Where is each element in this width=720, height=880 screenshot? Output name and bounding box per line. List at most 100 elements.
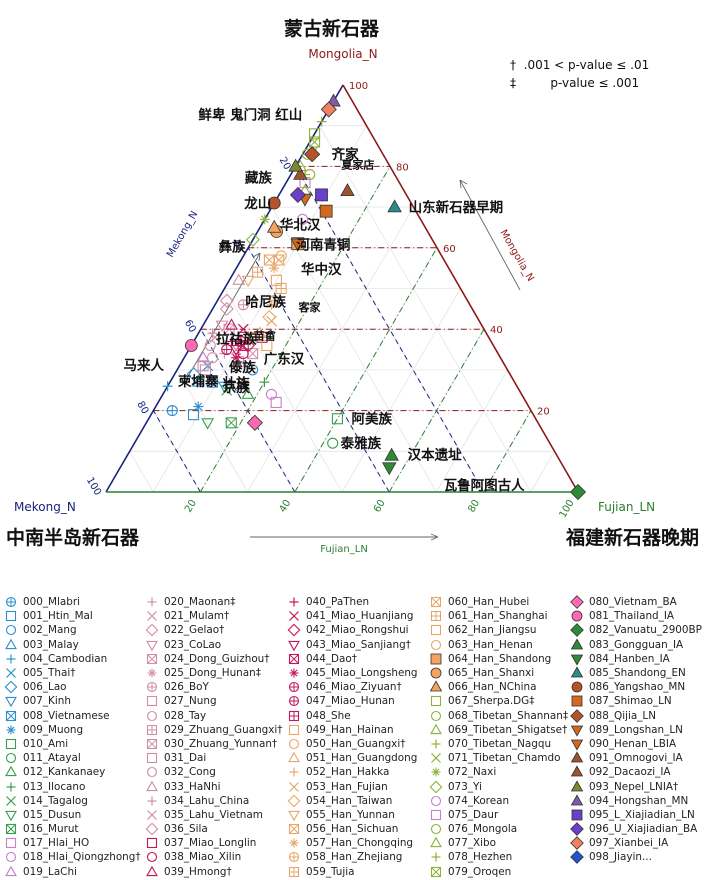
legend-marker-shape	[289, 597, 299, 607]
legend-marker-shape	[5, 597, 17, 608]
data-point	[209, 331, 221, 343]
legend-marker	[570, 836, 584, 851]
data-point	[237, 348, 249, 360]
legend-marker-shape	[430, 795, 442, 806]
vertex-label-left: Mekong_N	[14, 500, 76, 514]
legend-item: 095_L_Xiajiadian_LN	[570, 808, 715, 822]
vertex-label-top: Mongolia_N	[308, 47, 377, 61]
data-point	[569, 483, 587, 501]
legend-marker	[570, 779, 584, 791]
legend-label: 019_LaChi	[23, 865, 77, 878]
legend-label: 042_Miao_Rongshui	[306, 624, 409, 637]
legend-marker-shape	[146, 838, 158, 849]
tick-label-bottom: 80	[466, 498, 482, 515]
legend-marker-shape	[146, 865, 158, 876]
legend-marker	[5, 597, 17, 608]
legend-label: 027_Nung	[164, 695, 217, 708]
legend-item: 035_Lahu_Vietnam	[145, 808, 290, 822]
legend-item: 002_Mang	[4, 623, 149, 637]
legend-marker-shape	[288, 710, 300, 721]
data-point	[270, 396, 282, 409]
legend-marker	[146, 640, 158, 651]
legend-marker	[570, 794, 584, 806]
legend-item: 066_Han_NChina	[429, 680, 574, 694]
legend-item: 078_Hezhen	[429, 850, 574, 864]
legend-label: 074_Korean	[448, 794, 510, 807]
legend-item: 061_Han_Shanghai	[429, 609, 574, 623]
legend-label: 004_Cambodian	[23, 652, 108, 665]
annotation-label: 山东新石器早期	[409, 199, 504, 216]
legend-label: 061_Han_Shanghai	[448, 610, 548, 623]
tick-label-left: 100	[84, 475, 103, 497]
annotation-label: 龙山	[243, 195, 271, 212]
legend-marker-shape	[570, 725, 584, 737]
legend-label: 086_Yangshao_MN	[589, 681, 686, 694]
legend-item: 005_Thai†	[4, 666, 149, 680]
legend-marker	[6, 782, 16, 792]
legend-label: 007_Kinh	[23, 695, 71, 708]
legend-marker-shape	[289, 611, 299, 622]
data-point	[237, 323, 249, 335]
data-point	[262, 309, 277, 325]
legend-marker	[570, 654, 584, 666]
data-point	[247, 364, 259, 376]
annotation-label: 哈尼族	[245, 294, 286, 311]
legend-item: 081_Thailand_IA	[570, 609, 715, 623]
legend-marker	[289, 611, 299, 622]
legend-label: 024_Dong_Guizhou†	[164, 652, 270, 665]
annotation-label: 阿美族	[351, 411, 392, 428]
legend-label: 006_Lao	[23, 681, 67, 694]
legend-marker	[570, 850, 584, 865]
legend-marker	[571, 681, 583, 693]
legend-item: 020_Maonan‡	[145, 595, 290, 609]
data-point	[340, 183, 355, 197]
legend-marker-shape	[5, 738, 17, 750]
legend-label: 075_Daur	[448, 808, 499, 821]
legend-marker-shape	[146, 780, 158, 791]
legend-label: 067_Sherpa.DG‡	[448, 695, 535, 708]
data-point	[187, 409, 200, 421]
legend-marker-shape	[288, 682, 300, 693]
legend-marker	[5, 638, 17, 649]
legend-item: 059_Tujia	[287, 865, 432, 879]
data-point	[225, 417, 237, 429]
legend-marker	[570, 739, 584, 751]
triangle-frame	[105, 84, 579, 493]
annotation-label: 壮族	[223, 375, 250, 392]
grid-line	[247, 206, 414, 493]
legend-item: 022_Gelao†	[145, 623, 290, 637]
legend-marker	[431, 767, 441, 777]
legend-item: 089_Longshan_LN	[570, 723, 715, 737]
legend-marker-shape	[5, 710, 17, 721]
legend-item: 073_Yi	[429, 779, 574, 793]
legend-marker	[570, 666, 584, 678]
legend-marker	[288, 710, 300, 721]
legend-label: 081_Thailand_IA	[589, 610, 675, 623]
data-point	[320, 101, 337, 118]
data-point	[316, 116, 327, 127]
legend-marker	[431, 852, 441, 862]
legend-marker	[146, 738, 158, 750]
tick-label-bottom: 100	[558, 498, 577, 520]
fujian-ref-line	[199, 166, 391, 493]
legend-label: 089_Longshan_LN	[589, 723, 683, 736]
legend-marker-shape	[288, 653, 300, 664]
legend-item: 036_Sila	[145, 822, 290, 836]
legend-marker-shape	[429, 680, 443, 692]
legend-marker	[146, 780, 158, 791]
legend-label: 047_Miao_Hunan	[306, 695, 395, 708]
data-point	[259, 214, 270, 225]
legend-marker	[146, 865, 158, 876]
legend-label: 002_Mang	[23, 624, 77, 637]
legend-label: 064_Han_Shandong	[448, 652, 552, 665]
legend-item: 090_Henan_LBIA	[570, 737, 715, 751]
legend-label: 008_Vietnamese	[23, 709, 110, 722]
annotation-label: 鲜卑 鬼门洞 红山	[198, 106, 302, 123]
legend-label: 058_Han_Zhejiang	[306, 851, 403, 864]
legend-marker	[5, 852, 17, 863]
legend-marker-shape	[430, 653, 442, 665]
data-point	[309, 128, 321, 140]
data-point	[304, 146, 321, 163]
legend-marker	[289, 668, 299, 678]
tick-label-right: 80	[396, 162, 409, 173]
